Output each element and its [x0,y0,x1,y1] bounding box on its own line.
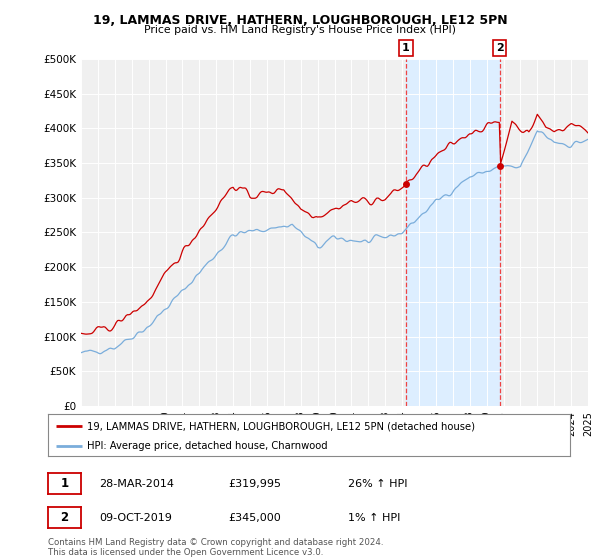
Text: 1% ↑ HPI: 1% ↑ HPI [348,513,400,523]
Text: HPI: Average price, detached house, Charnwood: HPI: Average price, detached house, Char… [87,441,328,451]
Text: 09-OCT-2019: 09-OCT-2019 [99,513,172,523]
Text: 28-MAR-2014: 28-MAR-2014 [99,479,174,489]
Text: 1: 1 [402,43,410,53]
Text: 1: 1 [61,477,68,491]
Text: 19, LAMMAS DRIVE, HATHERN, LOUGHBOROUGH, LE12 5PN: 19, LAMMAS DRIVE, HATHERN, LOUGHBOROUGH,… [92,14,508,27]
Text: £345,000: £345,000 [228,513,281,523]
Bar [406,59,500,406]
Text: Contains HM Land Registry data © Crown copyright and database right 2024.
This d: Contains HM Land Registry data © Crown c… [48,538,383,557]
Text: 26% ↑ HPI: 26% ↑ HPI [348,479,407,489]
Text: 2: 2 [496,43,503,53]
Text: 19, LAMMAS DRIVE, HATHERN, LOUGHBOROUGH, LE12 5PN (detached house): 19, LAMMAS DRIVE, HATHERN, LOUGHBOROUGH,… [87,421,475,431]
Text: £319,995: £319,995 [228,479,281,489]
Text: Price paid vs. HM Land Registry's House Price Index (HPI): Price paid vs. HM Land Registry's House … [144,25,456,35]
Text: 2: 2 [61,511,68,524]
